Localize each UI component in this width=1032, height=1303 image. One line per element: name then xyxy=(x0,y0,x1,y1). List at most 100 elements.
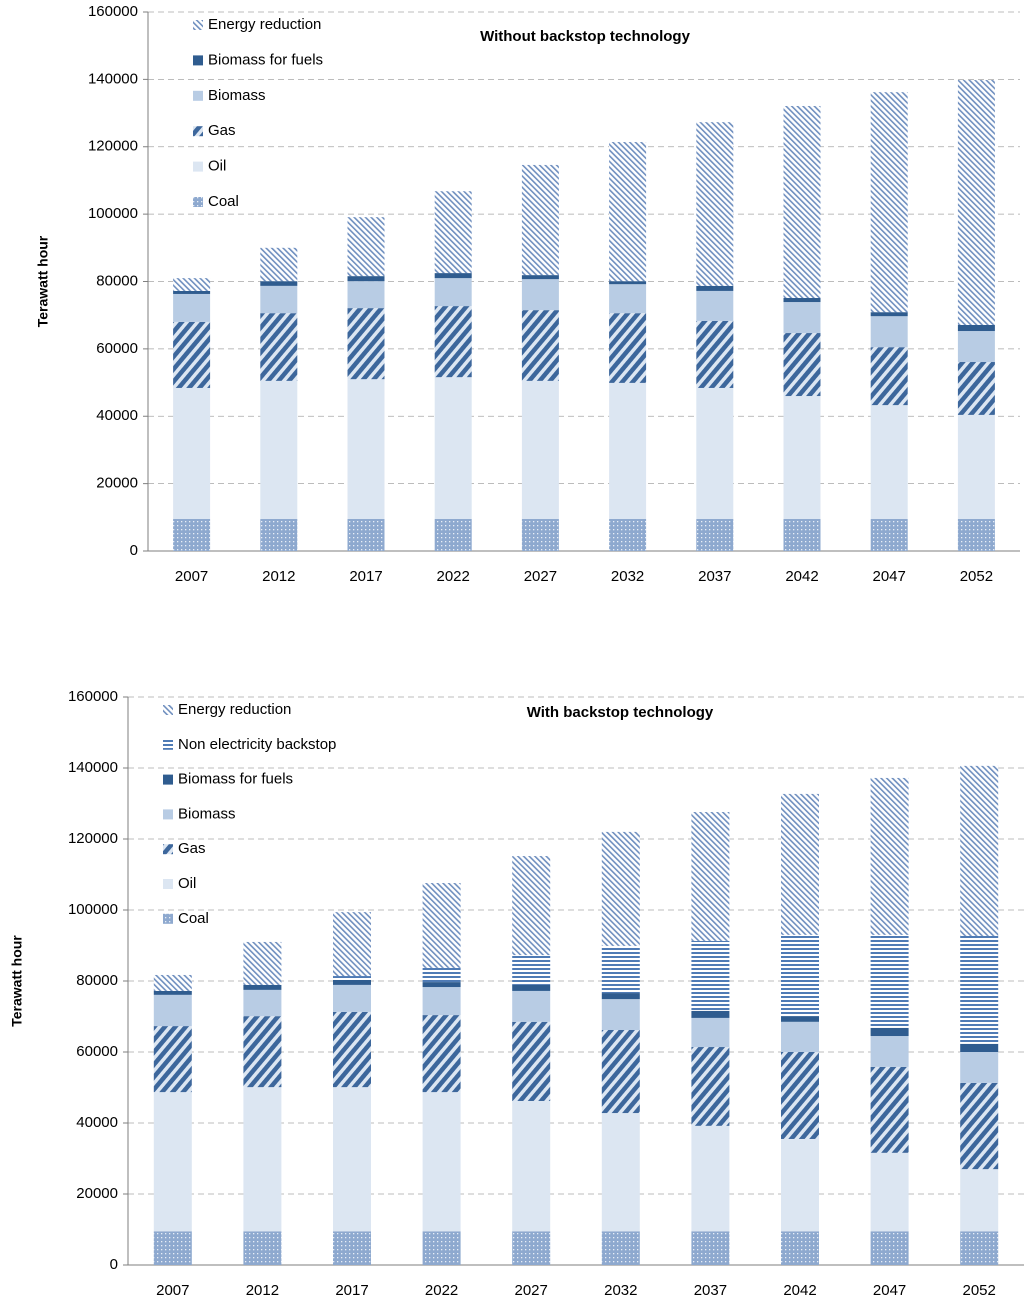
chart-title: With backstop technology xyxy=(527,704,714,721)
y-tick-label: 80000 xyxy=(96,272,138,289)
x-tick-label: 2052 xyxy=(960,568,993,585)
y-tick-label: 120000 xyxy=(68,830,118,847)
x-tick-label: 2037 xyxy=(694,1282,727,1299)
y-tick-label: 0 xyxy=(130,542,138,559)
bar-segment xyxy=(691,1017,730,1048)
bar-segment xyxy=(521,279,559,311)
bar-segment xyxy=(173,321,211,388)
bar-segment xyxy=(434,377,472,519)
legend-swatch xyxy=(163,774,173,785)
bar-segment xyxy=(422,982,461,988)
bar-segment xyxy=(696,320,734,388)
y-tick-label: 100000 xyxy=(68,901,118,918)
bar-segment xyxy=(601,999,640,1030)
bar-segment xyxy=(870,1231,909,1265)
x-tick-label: 2032 xyxy=(611,568,644,585)
bar-segment xyxy=(960,1231,999,1265)
bar-segment xyxy=(870,312,908,317)
bar-segment xyxy=(347,308,385,380)
legend-label: Biomass for fuels xyxy=(208,51,323,68)
bar-segment xyxy=(601,1113,640,1232)
bar-segment xyxy=(153,1231,192,1265)
bar-segment xyxy=(512,1100,551,1232)
bar-segment xyxy=(870,518,908,551)
legend-label: Oil xyxy=(178,875,196,892)
y-axis-label: Terawatt hour xyxy=(35,235,51,327)
bar-segment xyxy=(696,285,734,291)
bar-segment xyxy=(696,290,734,321)
bar-segment xyxy=(691,940,730,1011)
bar-segment xyxy=(957,362,995,415)
bar-segment xyxy=(153,1092,192,1232)
bar-segment xyxy=(434,518,472,551)
bar-segment xyxy=(153,990,192,995)
y-axis-label: Terawatt hour xyxy=(9,935,25,1027)
bar-segment xyxy=(609,281,647,285)
y-tick-label: 140000 xyxy=(88,70,138,87)
bar-segment xyxy=(781,1231,819,1265)
legend-swatch xyxy=(163,809,173,820)
y-tick-label: 100000 xyxy=(88,205,138,222)
bar-segment xyxy=(609,313,647,383)
bar-segment xyxy=(870,316,908,348)
bar-segment xyxy=(960,765,999,936)
x-tick-label: 2012 xyxy=(246,1282,279,1299)
bar-segment xyxy=(601,1029,640,1114)
x-tick-label: 2047 xyxy=(873,568,906,585)
bar-segment xyxy=(333,984,371,1012)
bar-segment xyxy=(870,347,908,406)
bar-segment xyxy=(434,278,472,307)
legend-swatch xyxy=(193,197,203,207)
x-tick-label: 2027 xyxy=(515,1282,548,1299)
bar-segment xyxy=(260,247,298,282)
bar-segment xyxy=(601,1231,640,1265)
y-tick-label: 60000 xyxy=(96,340,138,357)
bar-segment xyxy=(601,945,640,994)
bar-segment xyxy=(870,1066,909,1153)
bar-segment xyxy=(260,285,298,314)
bar-segment xyxy=(957,518,995,551)
bar-segment xyxy=(691,1125,730,1232)
bar-segment xyxy=(783,302,821,334)
bar-segment xyxy=(333,1011,371,1088)
y-tick-label: 0 xyxy=(110,1256,118,1273)
legend-label: Energy reduction xyxy=(178,701,291,718)
bar-segment xyxy=(783,396,821,519)
legend-swatch xyxy=(193,126,203,137)
y-tick-label: 60000 xyxy=(76,1043,118,1060)
bar-segment xyxy=(333,976,371,980)
bar-segment xyxy=(609,382,647,519)
bar-segment xyxy=(347,276,385,282)
legend-label: Energy reduction xyxy=(208,16,321,33)
bar-segment xyxy=(960,1043,999,1052)
bar-segment xyxy=(601,993,640,1000)
legend-swatch xyxy=(193,55,203,66)
y-tick-label: 20000 xyxy=(76,1185,118,1202)
legend-swatch xyxy=(193,20,203,30)
bar-segment xyxy=(347,217,385,277)
bar-segment xyxy=(870,777,909,935)
y-tick-label: 160000 xyxy=(88,3,138,20)
x-tick-label: 2022 xyxy=(425,1282,458,1299)
bar-segment xyxy=(691,1010,730,1018)
bar-segment xyxy=(512,984,551,991)
legend-swatch xyxy=(163,844,173,855)
bar-segment xyxy=(173,387,211,519)
bar-segment xyxy=(243,1231,282,1265)
bar-segment xyxy=(783,333,821,397)
bar-segment xyxy=(333,979,371,985)
legend-label: Gas xyxy=(178,840,206,857)
bar-segment xyxy=(260,380,298,519)
bar-segment xyxy=(521,164,559,276)
bar-segment xyxy=(691,812,730,941)
bar-segment xyxy=(609,142,647,282)
bar-segment xyxy=(781,793,819,935)
bar-segment xyxy=(434,273,472,279)
legend-label: Oil xyxy=(208,158,226,175)
x-tick-label: 2007 xyxy=(156,1282,189,1299)
legend-swatch xyxy=(163,913,173,924)
bar-segment xyxy=(512,990,551,1022)
bar-segment xyxy=(781,1052,819,1139)
legend-label: Coal xyxy=(208,193,239,210)
bar-segment xyxy=(512,1021,551,1101)
